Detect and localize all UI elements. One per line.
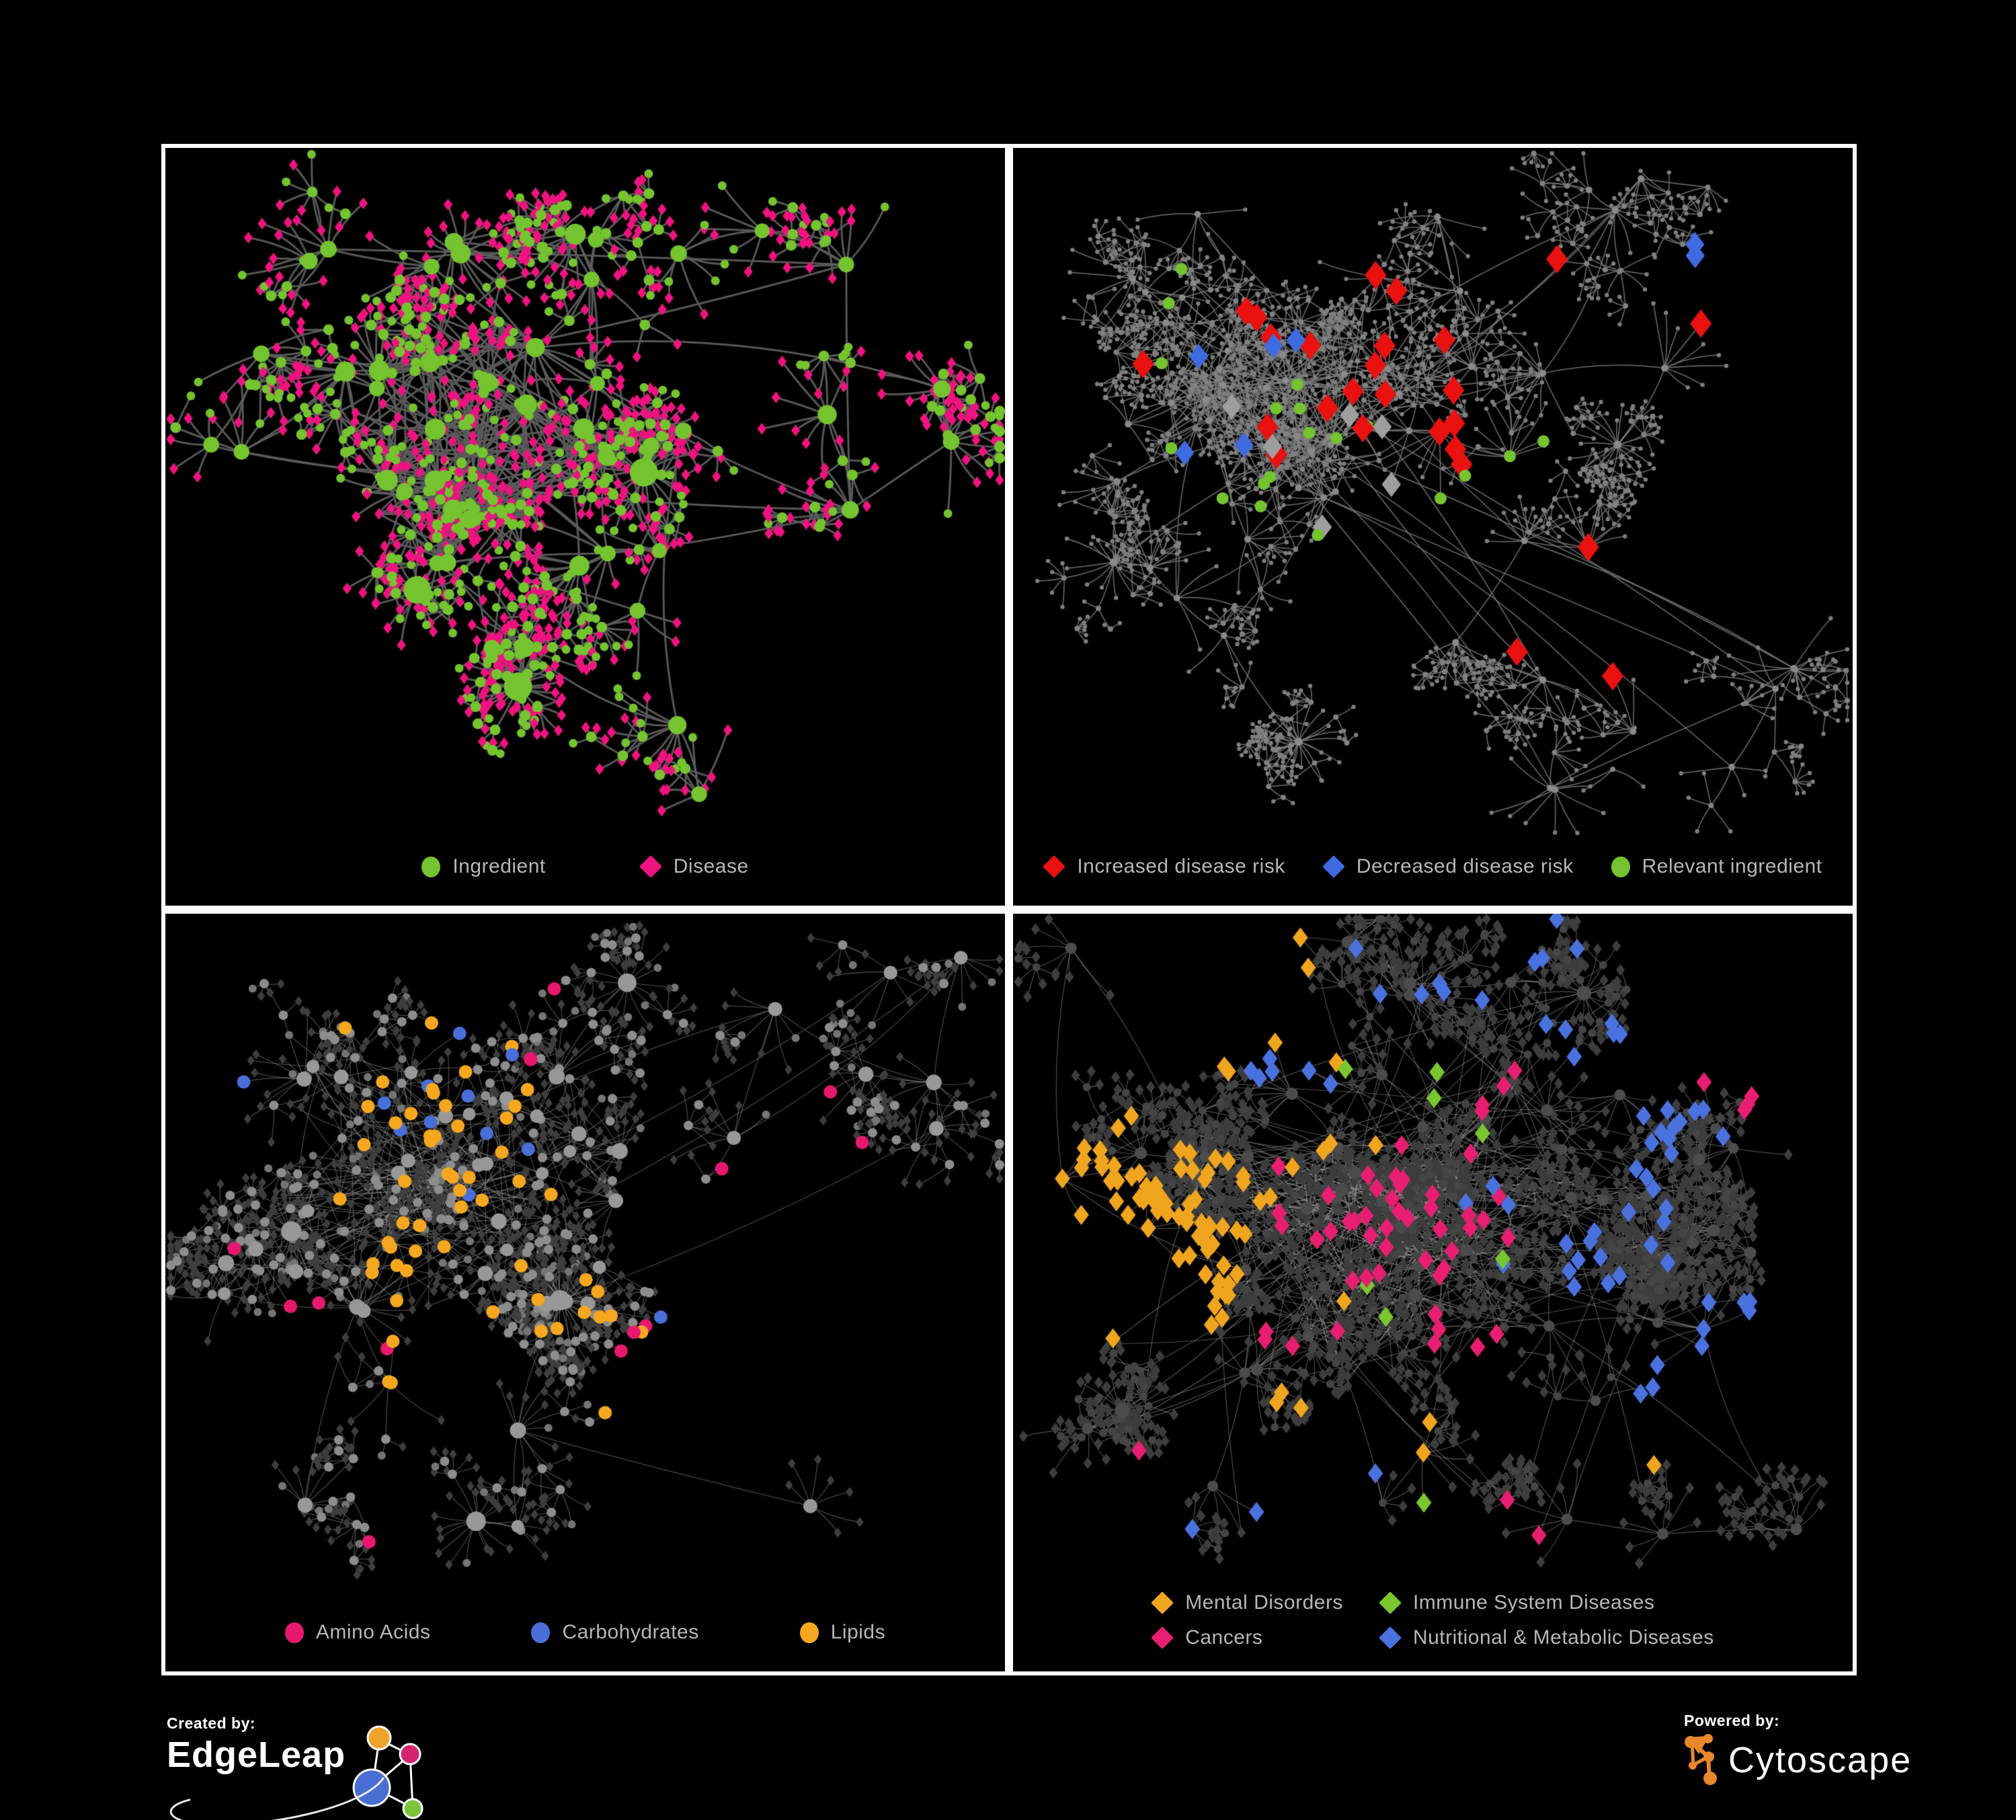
legend-label: Nutritional & Metabolic Diseases bbox=[1412, 1626, 1714, 1649]
ingredient-disease-network-graph bbox=[165, 148, 1005, 838]
legend-item-disease: Disease bbox=[639, 855, 749, 878]
nutritional-metabolic-marker-icon bbox=[1378, 1626, 1402, 1649]
disease-category-legend: Mental Disorders Immune System Diseases … bbox=[1013, 1576, 1853, 1671]
powered-by-label: Powered by: bbox=[1684, 1712, 1780, 1729]
cytoscape-logo-text: Cytoscape bbox=[1728, 1740, 1912, 1780]
panel-disease-risk: Increased disease risk Decreased disease… bbox=[1009, 144, 1857, 910]
panel-disease-categories: Mental Disorders Immune System Diseases … bbox=[1009, 910, 1857, 1675]
compound-class-legend: Amino Acids Carbohydrates Lipids bbox=[165, 1604, 1005, 1671]
edgeleap-logo-text: EdgeLeap bbox=[167, 1735, 346, 1775]
cytoscape-logo-icon bbox=[1685, 1734, 1717, 1785]
compound-class-network-graph bbox=[165, 914, 1005, 1604]
decreased-risk-marker-icon bbox=[1322, 855, 1345, 878]
panel-compound-classes: Amino Acids Carbohydrates Lipids bbox=[161, 910, 1009, 1675]
legend-item-ingredient: Ingredient bbox=[421, 855, 545, 878]
legend-label: Disease bbox=[673, 855, 749, 877]
lipids-marker-icon bbox=[799, 1622, 819, 1643]
edgeleap-brand-row: EdgeLeap bbox=[167, 1725, 434, 1820]
disease-marker-icon bbox=[639, 855, 662, 878]
legend-label: Increased disease risk bbox=[1077, 855, 1285, 877]
legend-item-carbohydrates: Carbohydrates bbox=[531, 1621, 698, 1644]
legend-item-amino-acids: Amino Acids bbox=[284, 1621, 431, 1644]
legend-label: Carbohydrates bbox=[562, 1621, 699, 1643]
ingredient-marker-icon bbox=[421, 856, 441, 877]
legend-label: Ingredient bbox=[452, 855, 546, 877]
edgeleap-swoosh-line bbox=[169, 1777, 385, 1820]
legend-item-cancers: Cancers bbox=[1151, 1626, 1343, 1649]
legend-item-relevant-ingredient: Relevant ingredient bbox=[1611, 855, 1822, 878]
legend-label: Mental Disorders bbox=[1185, 1591, 1343, 1614]
cytoscape-credit: Powered by: Cytoscape bbox=[1684, 1712, 1912, 1786]
legend-label: Decreased disease risk bbox=[1356, 855, 1574, 877]
increased-risk-marker-icon bbox=[1043, 855, 1066, 878]
legend-label: Amino Acids bbox=[315, 1621, 431, 1643]
legend-item-lipids: Lipids bbox=[799, 1621, 886, 1644]
immune-system-diseases-marker-icon bbox=[1378, 1591, 1402, 1614]
amino-acids-marker-icon bbox=[284, 1622, 304, 1643]
legend-item-decreased-risk: Decreased disease risk bbox=[1322, 855, 1574, 878]
disease-risk-legend: Increased disease risk Decreased disease… bbox=[1013, 838, 1853, 906]
carbohydrates-marker-icon bbox=[531, 1622, 551, 1643]
legend-item-nutritional-metabolic-diseases: Nutritional & Metabolic Diseases bbox=[1378, 1626, 1714, 1649]
edgeleap-credit: Created by: EdgeLeap bbox=[167, 1714, 434, 1820]
legend-label: Relevant ingredient bbox=[1642, 855, 1822, 877]
panel-grid: Ingredient Disease Increased disease ris… bbox=[161, 144, 1857, 1675]
edgeleap-logo-icon bbox=[352, 1725, 424, 1819]
legend-label: Lipids bbox=[830, 1621, 886, 1643]
legend-item-immune-system-diseases: Immune System Diseases bbox=[1378, 1591, 1714, 1614]
legend-label: Cancers bbox=[1185, 1626, 1263, 1649]
relevant-ingredient-marker-icon bbox=[1611, 856, 1630, 877]
cytoscape-brand-row: Cytoscape bbox=[1684, 1734, 1912, 1786]
legend-item-mental-disorders: Mental Disorders bbox=[1151, 1591, 1343, 1614]
mental-disorders-marker-icon bbox=[1151, 1591, 1174, 1614]
disease-risk-network-graph bbox=[1013, 148, 1853, 838]
legend-item-increased-risk: Increased disease risk bbox=[1043, 855, 1285, 878]
cancers-marker-icon bbox=[1151, 1626, 1174, 1649]
disease-category-network-graph bbox=[1013, 914, 1853, 1576]
created-by-label: Created by: bbox=[167, 1714, 256, 1732]
panel-ingredient-disease: Ingredient Disease bbox=[161, 144, 1009, 910]
legend-label: Immune System Diseases bbox=[1412, 1591, 1655, 1614]
ingredient-disease-legend: Ingredient Disease bbox=[165, 838, 1005, 906]
